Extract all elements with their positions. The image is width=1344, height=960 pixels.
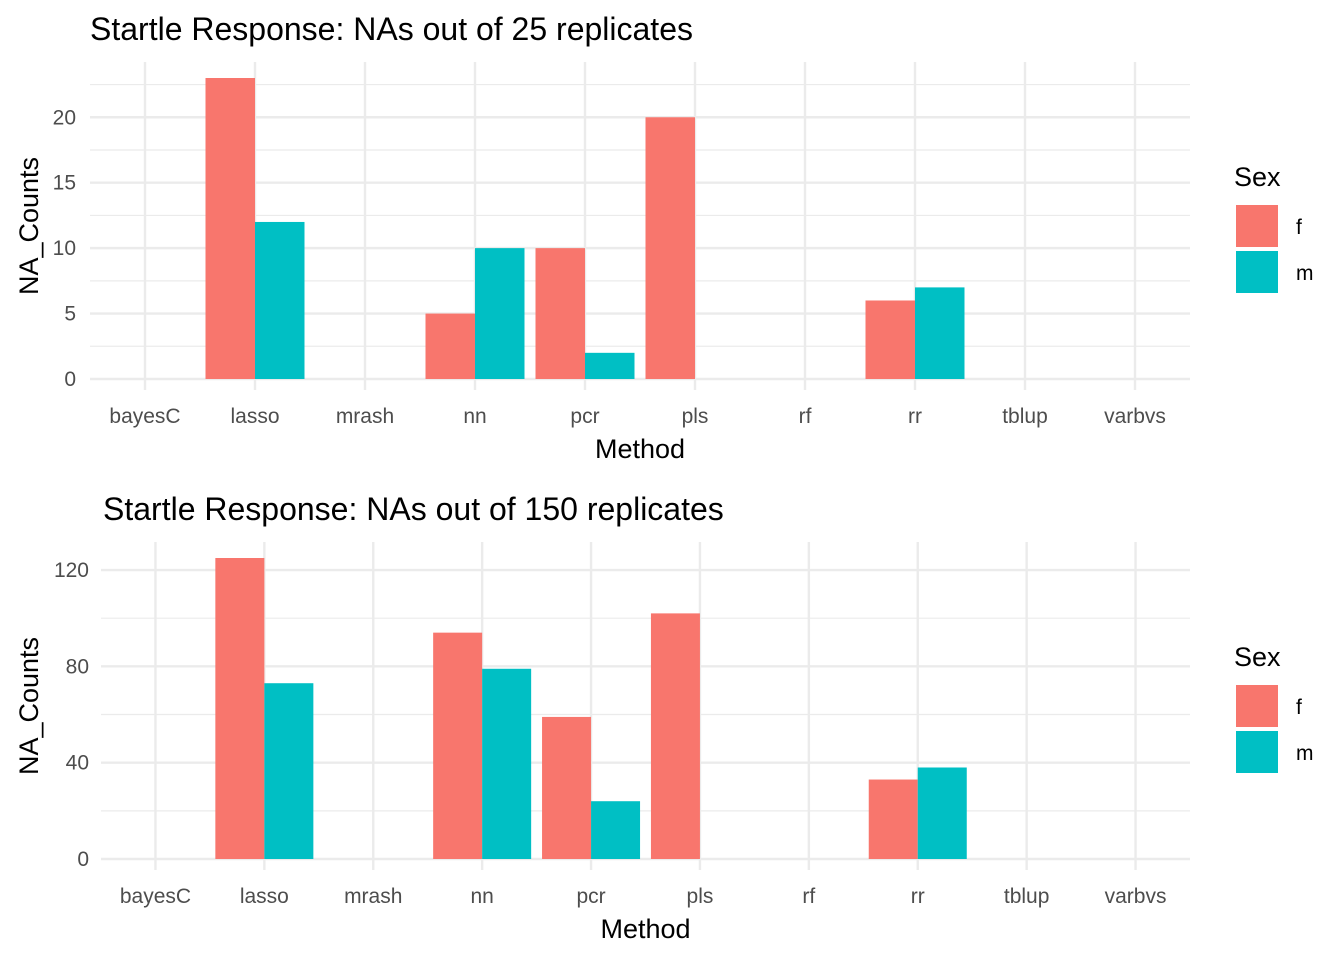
chart-panel-1: 0 5 10 15 20 bayesC lasso mrash nn pcr pls rf rr tblu… (14, 11, 1314, 464)
y-axis-title: NA_Counts (14, 157, 44, 295)
bar-pcr-f (542, 716, 592, 859)
bar-pcr-m (585, 352, 635, 379)
y-tick-label: 0 (77, 848, 89, 871)
bar-nn-m (475, 248, 525, 379)
legend-key-m (1236, 251, 1278, 293)
chart-panel-2: 0 40 80 120 bayesC lasso mrash nn pcr pls rf rr tblu… (14, 491, 1314, 944)
y-tick-label: 120 (54, 559, 89, 582)
x-axis-title: Method (600, 914, 690, 944)
x-tick-label: pls (687, 885, 714, 908)
legend-label-m: m (1296, 262, 1314, 285)
x-tick-label: rr (911, 885, 925, 908)
bar-nn-f (425, 313, 475, 379)
x-tick-label: bayesC (120, 885, 191, 908)
legend-key-m (1236, 731, 1278, 773)
x-tick-label: tblup (1002, 405, 1048, 428)
bar-rr-f (868, 779, 918, 859)
x-tick-label: lasso (240, 885, 289, 908)
x-tick-label: mrash (336, 405, 394, 428)
x-tick-label: nn (470, 885, 493, 908)
chart-title: Startle Response: NAs out of 25 replicat… (90, 11, 693, 47)
x-tick-label: nn (463, 405, 486, 428)
bar-rr-m (915, 287, 965, 379)
legend-title: Sex (1234, 162, 1281, 192)
bar-rr-f (865, 300, 915, 379)
chart-title: Startle Response: NAs out of 150 replica… (103, 491, 724, 527)
bar-rr-m (917, 767, 967, 859)
x-tick-label: mrash (344, 885, 402, 908)
bar-lasso-m (255, 221, 305, 379)
x-tick-label: pcr (570, 405, 599, 428)
legend-key-f (1236, 685, 1278, 727)
x-tick-label: varbvs (1105, 885, 1167, 908)
legend-key-f (1236, 205, 1278, 247)
legend: Sex fm (1234, 162, 1314, 293)
y-tick-label: 40 (66, 752, 89, 775)
x-tick-label: varbvs (1104, 405, 1166, 428)
bar-pcr-m (591, 801, 641, 859)
legend: Sex fm (1234, 642, 1314, 773)
x-tick-label: lasso (230, 405, 279, 428)
x-tick-label: rr (908, 405, 922, 428)
bar-lasso-m (264, 683, 314, 859)
bar-pcr-f (535, 248, 585, 379)
bar-lasso-f (205, 78, 255, 379)
x-axis-title: Method (595, 434, 685, 464)
legend-label-f: f (1296, 216, 1302, 239)
bar-lasso-f (215, 558, 265, 859)
x-tick-label: pls (682, 405, 709, 428)
x-tick-label: rf (802, 885, 815, 908)
y-tick-label: 20 (53, 106, 76, 129)
legend-title: Sex (1234, 642, 1281, 672)
bar-nn-f (433, 632, 483, 859)
x-tick-label: tblup (1004, 885, 1050, 908)
y-axis-title: NA_Counts (14, 637, 44, 775)
x-tick-label: rf (799, 405, 812, 428)
legend-label-m: m (1296, 742, 1314, 765)
y-tick-label: 10 (53, 237, 76, 260)
bar-pls-f (650, 613, 700, 859)
bar-nn-m (482, 668, 532, 859)
legend-label-f: f (1296, 696, 1302, 719)
y-tick-label: 5 (64, 303, 76, 326)
x-tick-label: pcr (576, 885, 605, 908)
y-tick-label: 80 (66, 655, 89, 678)
y-tick-label: 15 (53, 172, 76, 195)
y-tick-label: 0 (64, 368, 76, 391)
x-tick-label: bayesC (109, 405, 180, 428)
bar-pls-f (645, 117, 695, 380)
